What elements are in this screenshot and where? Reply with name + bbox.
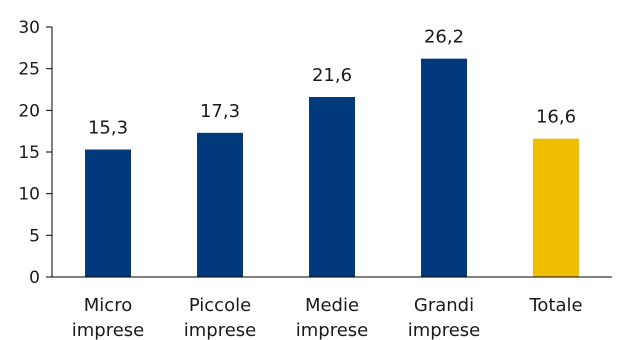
bar: [85, 149, 131, 277]
y-tick-label: 20: [18, 101, 40, 121]
data-label: 16,6: [536, 107, 576, 128]
y-tick-label: 0: [29, 268, 40, 288]
x-tick-label: imprese: [408, 320, 481, 340]
y-axis: 0 5 10 15 20 25 30: [18, 18, 53, 288]
bar: [197, 132, 243, 277]
data-labels: 15,3 17,3 21,6 26,2 16,6: [88, 27, 576, 139]
bar: [309, 97, 355, 277]
y-tick-label: 30: [18, 18, 40, 38]
bars: [85, 58, 579, 277]
bar: [421, 58, 467, 277]
y-tick-label: 10: [18, 185, 40, 205]
data-label: 17,3: [200, 101, 240, 122]
data-label: 15,3: [88, 118, 128, 139]
bar: [533, 138, 579, 277]
x-tick-label: imprese: [184, 320, 257, 340]
x-tick-label: Piccole: [189, 295, 251, 316]
x-tick-label: Micro: [84, 295, 132, 316]
x-tick-label: Totale: [528, 295, 582, 316]
y-tick-label: 5: [29, 226, 40, 246]
x-tick-label: Medie: [305, 295, 359, 316]
y-tick-label: 15: [18, 143, 40, 163]
data-label: 21,6: [312, 65, 352, 86]
x-tick-label: imprese: [72, 320, 145, 340]
data-label: 26,2: [424, 27, 464, 48]
x-tick-label: imprese: [296, 320, 369, 340]
x-tick-label: Grandi: [414, 295, 474, 316]
x-axis: Micro imprese Piccole imprese Medie imprese Gr…: [52, 276, 612, 340]
y-tick-label: 25: [18, 60, 40, 80]
